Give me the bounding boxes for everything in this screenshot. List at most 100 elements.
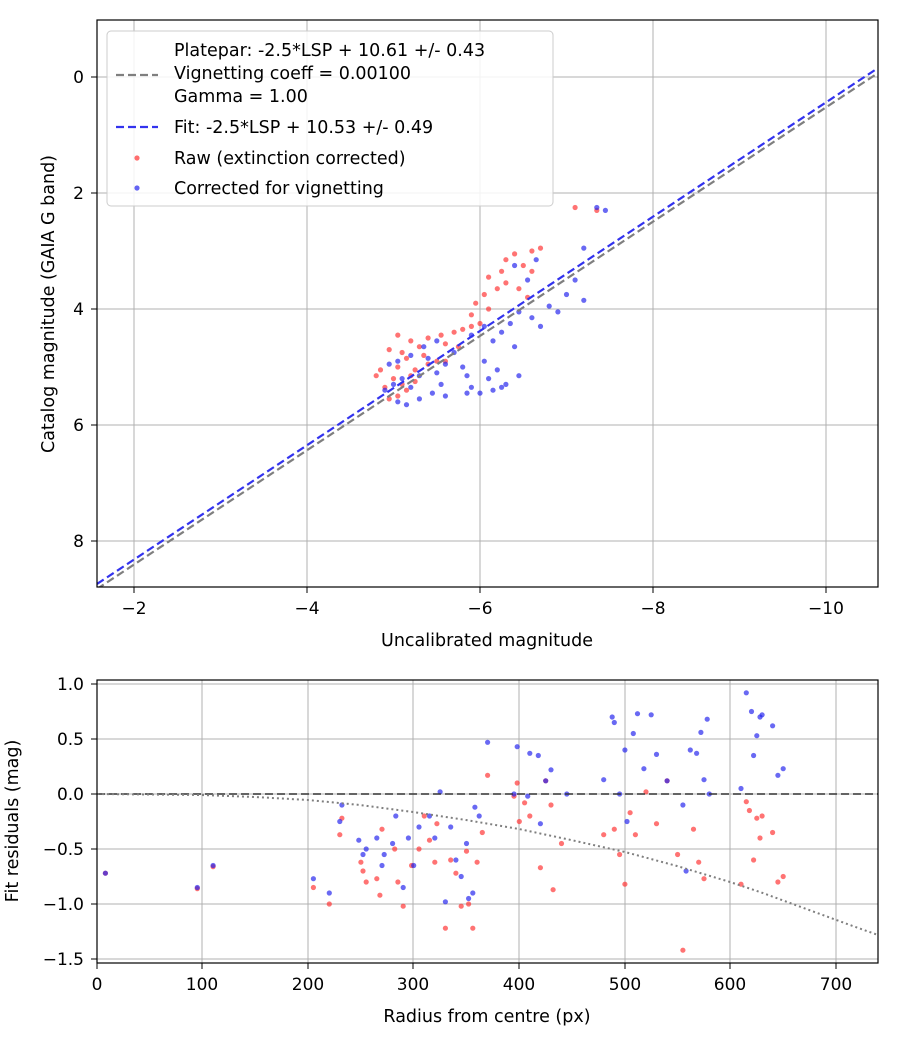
raw-data-point — [434, 821, 440, 827]
bottom-grid — [96, 680, 878, 963]
corrected-data-point — [458, 873, 464, 880]
corrected-data-point — [594, 204, 600, 211]
corrected-data-point — [448, 824, 454, 830]
raw-data-point — [617, 851, 623, 858]
bottom-x-tick-label: 0 — [92, 975, 103, 995]
raw-data-point — [558, 840, 565, 847]
corrected-data-point — [416, 824, 422, 830]
raw-data-point — [395, 393, 401, 399]
corrected-data-point — [379, 862, 385, 869]
corrected-data-point — [609, 714, 615, 720]
top-y-ticks — [91, 76, 97, 542]
corrected-data-point — [453, 857, 459, 863]
top-x-tick-label: −8 — [640, 599, 665, 619]
corrected-data-point — [701, 777, 707, 783]
corrected-data-point — [434, 370, 440, 376]
raw-data-point — [310, 884, 316, 891]
raw-data-point — [416, 846, 422, 852]
corrected-data-point — [477, 390, 483, 396]
raw-data-point — [360, 868, 366, 874]
raw-data-point — [548, 802, 554, 808]
raw-data-point — [458, 903, 464, 909]
raw-data-point — [522, 800, 528, 806]
legend-gamma-label: Gamma = 1.00 — [174, 87, 308, 107]
raw-data-point — [403, 387, 410, 393]
corrected-data-point — [499, 329, 505, 335]
raw-data-point — [479, 829, 485, 836]
raw-data-point — [757, 835, 763, 841]
corrected-data-point — [463, 840, 470, 847]
raw-data-point — [377, 892, 383, 898]
corrected-data-point — [754, 733, 760, 739]
raw-data-point — [780, 873, 786, 880]
legend-box — [106, 30, 554, 207]
corrected-data-point — [442, 361, 448, 367]
corrected-data-point — [326, 890, 332, 896]
corrected-data-point — [416, 396, 422, 402]
corrected-data-point — [775, 772, 781, 778]
raw-data-point — [326, 901, 332, 907]
corrected-data-point — [408, 384, 414, 390]
corrected-data-point — [476, 813, 482, 819]
raw-data-point — [408, 338, 414, 344]
top-y-tick-label: 0 — [73, 68, 84, 88]
raw-data-point — [601, 832, 607, 838]
corrected-data-point — [494, 367, 500, 373]
raw-data-point — [374, 876, 380, 882]
raw-data-point — [511, 251, 518, 257]
raw-data-point — [442, 341, 448, 347]
corrected-data-point — [664, 778, 670, 784]
corrected-data-point — [481, 358, 487, 364]
corrected-data-point — [694, 750, 700, 756]
corrected-data-point — [634, 711, 641, 717]
raw-data-point — [690, 826, 697, 832]
corrected-data-point — [535, 752, 541, 759]
raw-data-point — [485, 772, 491, 778]
raw-data-point — [442, 925, 448, 931]
corrected-data-point — [680, 802, 686, 808]
bottom-y-tick-label: 1.0 — [57, 675, 84, 695]
corrected-data-point — [337, 818, 343, 825]
raw-data-point — [701, 876, 707, 882]
raw-data-point — [486, 274, 492, 280]
bottom-y-tick-label: 0.0 — [57, 785, 84, 805]
corrected-data-point — [533, 257, 539, 263]
platepar-fit-line — [98, 72, 878, 587]
corrected-data-point — [442, 899, 448, 905]
raw-data-point — [468, 323, 474, 329]
bottom-y-ticks — [91, 683, 97, 960]
bottom-x-tick-label: 200 — [292, 975, 324, 995]
vignetting-model-curve — [97, 793, 878, 936]
corrected-data-point — [537, 323, 544, 329]
top-x-tick-label: −4 — [294, 599, 319, 619]
corrected-data-point — [405, 835, 411, 841]
corrected-data-point — [485, 739, 491, 745]
corrected-data-point — [537, 821, 544, 827]
legend-fit-label: Fit: -2.5*LSP + 10.53 +/- 0.49 — [174, 118, 433, 138]
raw-data-point — [392, 846, 398, 852]
corrected-data-point — [363, 846, 369, 852]
raw-data-point — [432, 859, 438, 865]
corrected-data-point — [374, 835, 380, 841]
top-x-axis-label: Uncalibrated magnitude — [381, 631, 593, 651]
top-x-tick-label: −10 — [808, 599, 844, 619]
corrected-data-point — [780, 766, 786, 772]
corrected-data-point — [581, 297, 587, 303]
corrected-data-point — [770, 723, 776, 729]
corrected-data-point — [399, 376, 405, 382]
corrected-data-point — [743, 690, 749, 696]
top-x-tick-label: −6 — [467, 599, 492, 619]
raw-data-point — [426, 837, 433, 843]
corrected-data-point — [516, 373, 522, 379]
bottom-x-ticks — [96, 963, 837, 969]
raw-data-point — [529, 268, 535, 274]
top-y-tick-label: 6 — [73, 416, 84, 436]
corrected-data-point — [601, 777, 607, 783]
corrected-data-point — [511, 344, 518, 350]
corrected-data-point — [426, 813, 433, 819]
raw-data-point — [520, 262, 526, 269]
corrected-data-point — [751, 752, 757, 759]
corrected-data-point — [470, 890, 476, 896]
raw-data-point — [680, 947, 686, 953]
